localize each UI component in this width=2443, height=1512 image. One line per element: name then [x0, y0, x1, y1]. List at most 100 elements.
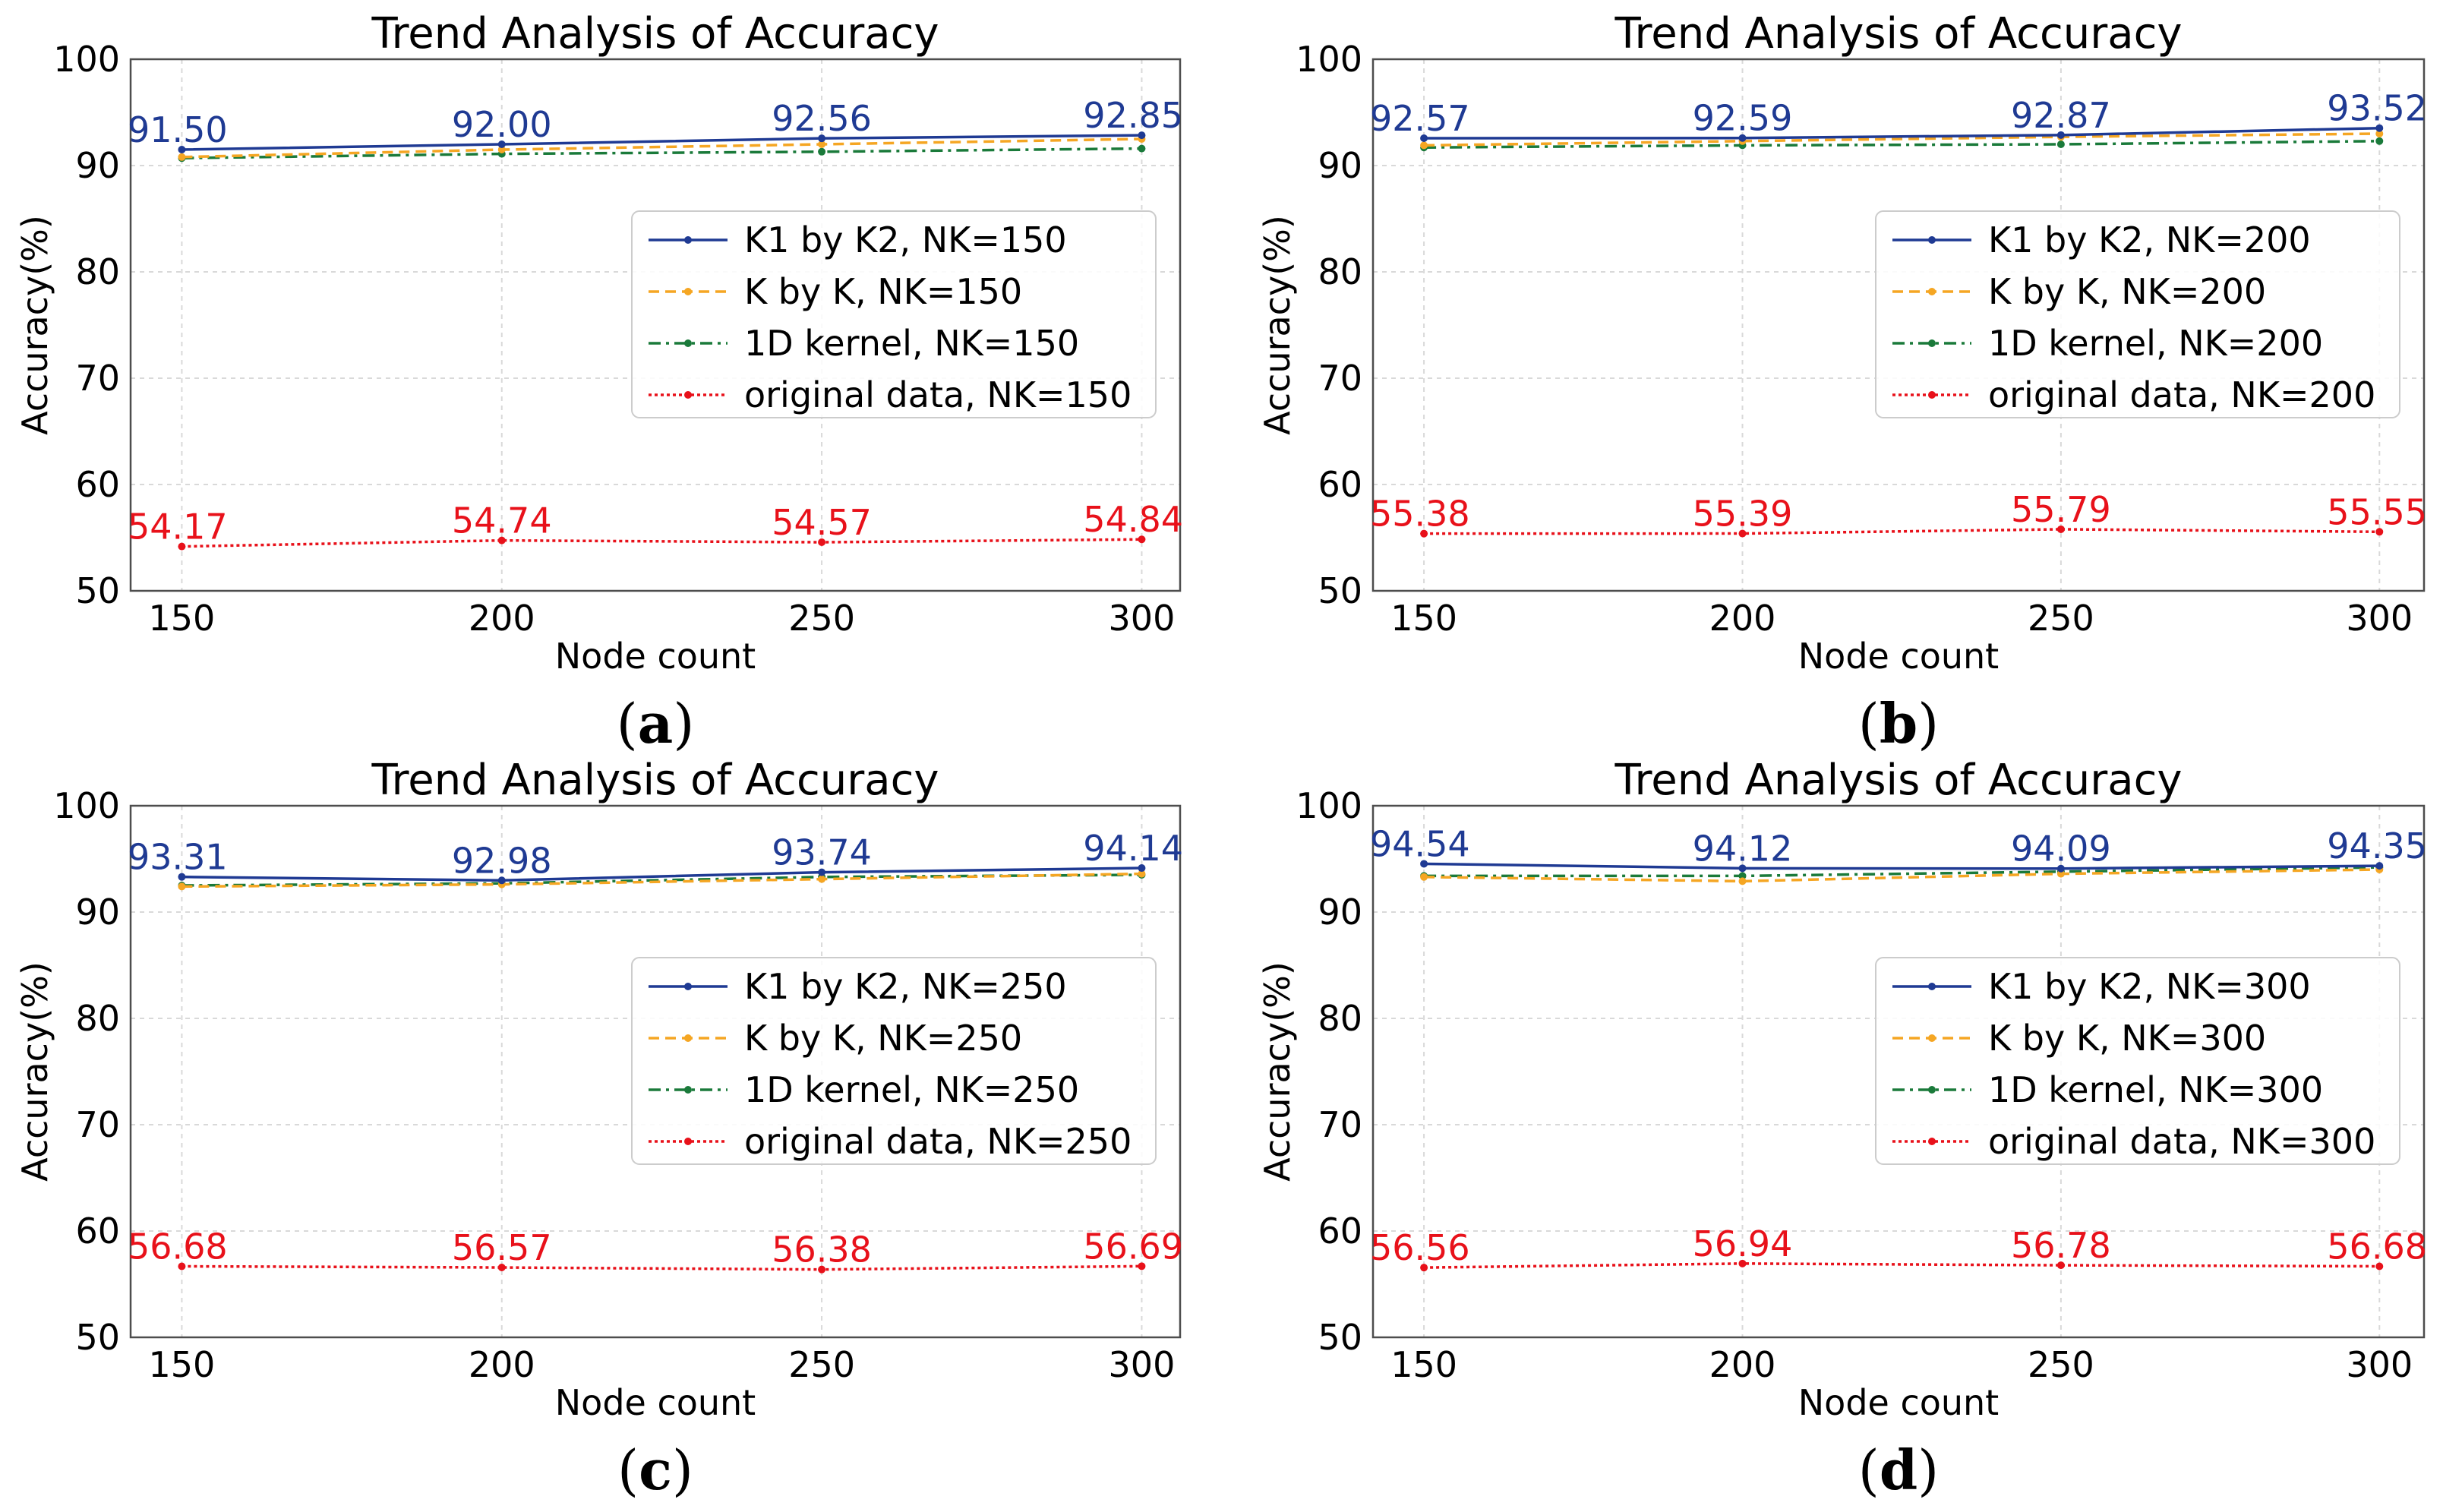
x-tick-label: 300: [1109, 1344, 1176, 1385]
data-point: [178, 873, 186, 881]
series-line-2: [1424, 866, 2380, 878]
series-line-0: [1424, 126, 2380, 140]
y-tick-label: 80: [1318, 998, 1362, 1039]
legend-entry: original data, NK=150: [744, 374, 1132, 415]
legend-entry: K by K, NK=200: [1988, 271, 2266, 312]
legend-entry: K1 by K2, NK=250: [744, 966, 1067, 1007]
y-tick-label: 90: [1318, 892, 1362, 933]
data-point: [497, 876, 506, 885]
data-label: 55.38: [1370, 494, 1470, 535]
y-tick-label: 70: [75, 1104, 120, 1145]
y-tick-label: 70: [75, 358, 120, 399]
y-tick-label: 100: [53, 785, 120, 826]
data-label: 94.09: [2011, 829, 2111, 870]
y-tick-label: 80: [75, 251, 120, 292]
legend-entry: 1D kernel, NK=300: [1988, 1069, 2323, 1110]
data-point: [1738, 529, 1747, 538]
y-tick-label: 80: [75, 998, 120, 1039]
legend-marker: [1928, 339, 1936, 347]
legend-marker: [684, 1086, 692, 1094]
y-tick-label: 60: [1318, 464, 1362, 505]
data-label: 91.50: [128, 109, 228, 150]
x-axis-label: Node count: [1798, 636, 1999, 677]
x-tick-label: 150: [1390, 1344, 1457, 1385]
legend-marker: [684, 236, 692, 244]
panel-caption: (a): [617, 691, 695, 756]
data-point: [2375, 1262, 2384, 1271]
data-point: [818, 140, 826, 148]
data-point: [1138, 144, 1146, 153]
data-point: [818, 1265, 826, 1274]
series-line-0: [1424, 862, 2380, 870]
data-point: [1138, 864, 1146, 873]
legend-box: [1875, 210, 2400, 418]
data-point: [2375, 124, 2384, 132]
legend-entry: K by K, NK=300: [1988, 1018, 2266, 1059]
legend-entry: 1D kernel, NK=200: [1988, 323, 2323, 364]
x-tick-label: 250: [2028, 1344, 2094, 1385]
legend-marker: [1928, 1086, 1936, 1094]
y-tick-label: 100: [53, 39, 120, 80]
data-label: 56.68: [2327, 1226, 2427, 1267]
data-point: [818, 538, 826, 547]
data-point: [178, 146, 186, 153]
series-line-2: [181, 147, 1142, 159]
y-tick-label: 60: [75, 464, 120, 505]
legend-marker: [1928, 236, 1936, 244]
data-point: [2375, 137, 2384, 145]
data-point: [2375, 130, 2384, 137]
data-label: 92.59: [1693, 98, 1793, 139]
data-point: [2375, 528, 2384, 536]
data-point: [2375, 862, 2384, 870]
data-label: 56.38: [772, 1229, 872, 1271]
data-label: 92.57: [1370, 98, 1470, 139]
legend-entry: K1 by K2, NK=200: [1988, 219, 2311, 260]
data-point: [818, 147, 826, 156]
data-point: [1138, 131, 1146, 140]
legend-marker: [684, 1034, 692, 1042]
x-tick-label: 150: [149, 1344, 216, 1385]
panel-caption: (c): [617, 1438, 693, 1502]
legend-entry: K by K, NK=250: [744, 1018, 1022, 1059]
legend-entry: original data, NK=300: [1988, 1121, 2375, 1162]
data-point: [497, 1264, 506, 1272]
data-label: 54.84: [1083, 499, 1183, 540]
plot-area-frame: [1371, 58, 2426, 592]
legend-entry: K1 by K2, NK=150: [744, 219, 1067, 260]
plot-area-frame: [129, 58, 1182, 592]
series-line-1: [1424, 868, 2380, 883]
data-point: [818, 868, 826, 876]
data-label: 56.94: [1693, 1223, 1793, 1264]
x-tick-label: 250: [2028, 598, 2094, 639]
data-point: [1738, 877, 1747, 885]
data-point: [1420, 529, 1428, 538]
legend-box: [631, 210, 1157, 418]
y-tick-label: 80: [1318, 251, 1362, 292]
data-point: [2056, 525, 2065, 533]
y-tick-label: 50: [75, 570, 120, 611]
data-point: [1738, 872, 1747, 880]
data-point: [497, 536, 506, 545]
legend-box: [631, 957, 1157, 1165]
x-tick-label: 150: [149, 598, 216, 639]
data-label: 92.85: [1083, 95, 1183, 136]
legend-marker: [1928, 1138, 1936, 1145]
data-label: 93.74: [772, 832, 872, 873]
data-point: [2056, 864, 2065, 873]
legend-entry: original data, NK=200: [1988, 374, 2375, 415]
legend-entry: K by K, NK=150: [744, 271, 1022, 312]
legend-box: [1875, 957, 2400, 1165]
legend-marker: [1928, 1034, 1936, 1042]
data-label: 92.56: [772, 98, 872, 139]
plot-area-frame: [129, 804, 1182, 1339]
legend-marker: [1928, 391, 1936, 399]
y-axis-label: Accuracy(%): [14, 961, 55, 1182]
data-label: 56.78: [2011, 1225, 2111, 1266]
data-label: 55.55: [2327, 491, 2427, 532]
chart-panel-c: Trend Analysis of Accuracy 50 60 70 80 90 100 1…: [14, 756, 1183, 1502]
y-tick-label: 60: [1318, 1211, 1362, 1252]
data-point: [178, 153, 186, 161]
legend-entry: K1 by K2, NK=300: [1988, 966, 2311, 1007]
y-tick-label: 90: [75, 145, 120, 186]
